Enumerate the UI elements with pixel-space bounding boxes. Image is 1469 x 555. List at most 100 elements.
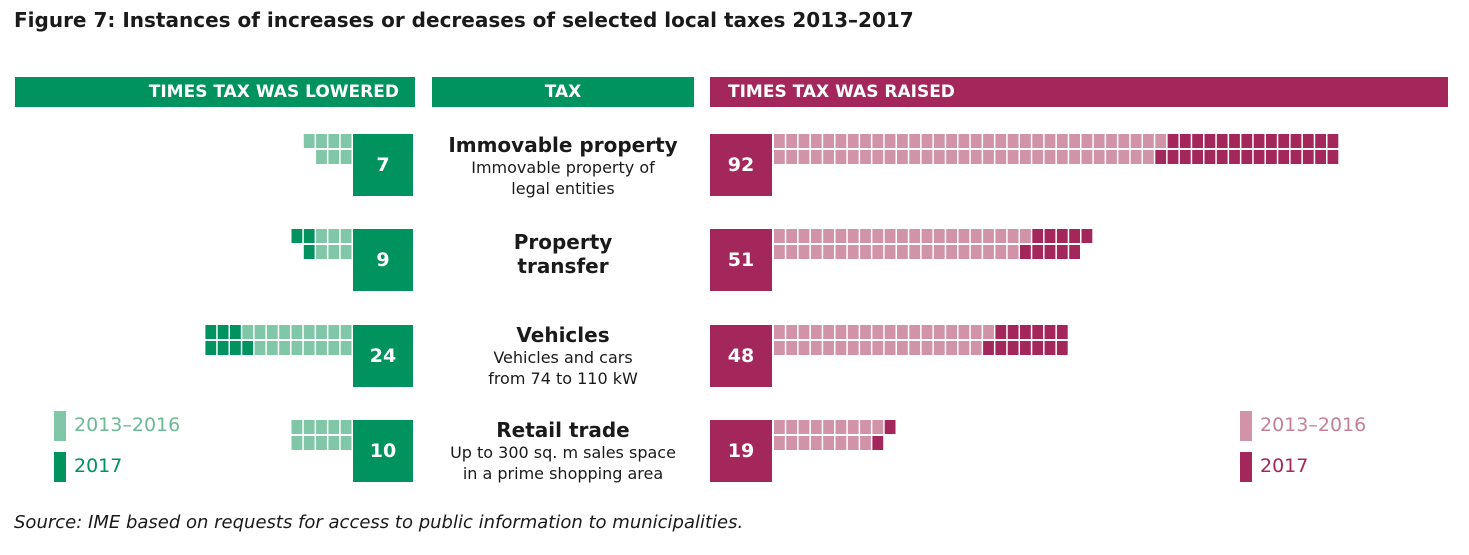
lowered-cell-2013-2016 (316, 436, 327, 450)
raised-cell-2013-2016 (872, 134, 884, 148)
lowered-total-label: 9 (376, 249, 389, 271)
lowered-cell-2013-2016 (328, 134, 340, 148)
legend-label: 2017 (74, 455, 123, 477)
raised-cell-2013-2016 (1093, 134, 1105, 148)
raised-cell-2017 (1241, 134, 1253, 148)
raised-cell-2013-2016 (860, 245, 871, 259)
raised-cell-2013-2016 (921, 150, 933, 164)
raised-cell-2013-2016 (983, 245, 994, 259)
raised-cell-2013-2016 (823, 134, 834, 148)
raised-cell-2017 (1081, 229, 1093, 243)
raised-cell-2013-2016 (970, 325, 982, 339)
raised-cell-2017 (1032, 341, 1044, 355)
raised-cell-2013-2016 (884, 341, 896, 355)
tax-subtitle: Immovable property of (471, 158, 655, 177)
raised-cell-2013-2016 (970, 134, 982, 148)
lowered-cell-2017 (230, 325, 241, 339)
lowered-cell-2013-2016 (340, 420, 352, 434)
raised-cell-2017 (1229, 134, 1240, 148)
raised-cell-2013-2016 (1007, 134, 1019, 148)
raised-cell-2013-2016 (798, 245, 810, 259)
header-tax: TAX (432, 77, 694, 107)
lowered-cell-2017 (242, 341, 254, 355)
raised-cell-2013-2016 (995, 150, 1007, 164)
chart-title: Figure 7: Instances of increases or decr… (14, 8, 914, 32)
raised-cell-2013-2016 (1044, 134, 1056, 148)
raised-cell-2013-2016 (1118, 134, 1130, 148)
raised-cell-2013-2016 (1020, 134, 1031, 148)
raised-cell-2013-2016 (786, 325, 798, 339)
raised-cell-2017 (983, 341, 994, 355)
raised-cell-2017 (1204, 134, 1216, 148)
lowered-cell-2013-2016 (291, 325, 303, 339)
raised-cell-2013-2016 (884, 150, 896, 164)
raised-cell-2017 (1327, 134, 1339, 148)
raised-cell-2017 (995, 325, 1007, 339)
raised-cell-2013-2016 (933, 150, 945, 164)
raised-cell-2013-2016 (774, 229, 785, 243)
raised-cell-2013-2016 (983, 150, 994, 164)
raised-cell-2017 (1056, 341, 1068, 355)
lowered-total-box-property-transfer (353, 229, 413, 291)
raised-cell-2017 (1290, 150, 1302, 164)
raised-cell-2017 (1069, 245, 1080, 259)
raised-cell-2017 (1302, 134, 1314, 148)
raised-cell-2013-2016 (798, 325, 810, 339)
raised-cell-2013-2016 (810, 341, 822, 355)
raised-cell-2013-2016 (847, 420, 859, 434)
raised-cell-2013-2016 (835, 150, 847, 164)
raised-cell-2013-2016 (872, 150, 884, 164)
raised-cell-2017 (1253, 134, 1265, 148)
raised-cell-2013-2016 (1020, 150, 1031, 164)
raised-cell-2013-2016 (909, 325, 921, 339)
raised-cell-2013-2016 (860, 134, 871, 148)
raised-cell-2013-2016 (786, 436, 798, 450)
raised-cell-2013-2016 (872, 229, 884, 243)
raised-cell-2013-2016 (847, 245, 859, 259)
raised-cell-2013-2016 (921, 325, 933, 339)
raised-cell-2013-2016 (958, 134, 970, 148)
raised-cell-2013-2016 (958, 245, 970, 259)
raised-cell-2013-2016 (946, 325, 957, 339)
raised-cell-2013-2016 (786, 134, 798, 148)
raised-cell-2013-2016 (774, 245, 785, 259)
lowered-cell-2013-2016 (328, 341, 340, 355)
tax-row-retail-trade: Retail trade Up to 300 sq. m sales space… (432, 418, 694, 484)
raised-cell-2013-2016 (786, 150, 798, 164)
raised-total-box-immovable-property (710, 134, 772, 196)
raised-cell-2017 (1020, 341, 1031, 355)
tax-name: transfer (517, 254, 609, 278)
lowered-cell-2013-2016 (303, 341, 315, 355)
lowered-cell-2013-2016 (340, 229, 352, 243)
tax-subtitle: in a prime shopping area (462, 464, 664, 483)
raised-cell-2013-2016 (798, 341, 810, 355)
raised-cell-2013-2016 (933, 134, 945, 148)
lowered-cell-2013-2016 (328, 325, 340, 339)
raised-cell-2017 (1290, 134, 1302, 148)
raised-cell-2013-2016 (810, 436, 822, 450)
raised-cell-2013-2016 (1118, 150, 1130, 164)
raised-cell-2013-2016 (909, 229, 921, 243)
tax-name: Immovable property (448, 133, 678, 157)
raised-cell-2013-2016 (970, 229, 982, 243)
raised-cell-2013-2016 (946, 245, 957, 259)
raised-cell-2013-2016 (810, 325, 822, 339)
raised-cell-2017 (1056, 229, 1068, 243)
raised-total-label: 48 (728, 345, 754, 367)
raised-cell-2017 (1032, 245, 1044, 259)
lowered-cell-2013-2016 (328, 229, 340, 243)
raised-cell-2013-2016 (798, 134, 810, 148)
raised-cell-2013-2016 (1106, 134, 1117, 148)
lowered-cell-2017 (217, 341, 229, 355)
raised-cell-2013-2016 (798, 420, 810, 434)
raised-cell-2017 (1167, 150, 1179, 164)
lowered-total-label: 10 (370, 440, 396, 462)
lowered-cell-2013-2016 (316, 134, 327, 148)
raised-cell-2017 (1204, 150, 1216, 164)
raised-cell-2013-2016 (860, 436, 871, 450)
raised-cell-2013-2016 (897, 229, 908, 243)
raised-cell-2013-2016 (1020, 229, 1031, 243)
raised-cell-2013-2016 (970, 150, 982, 164)
raised-cell-2013-2016 (847, 325, 859, 339)
raised-cell-2017 (872, 436, 884, 450)
